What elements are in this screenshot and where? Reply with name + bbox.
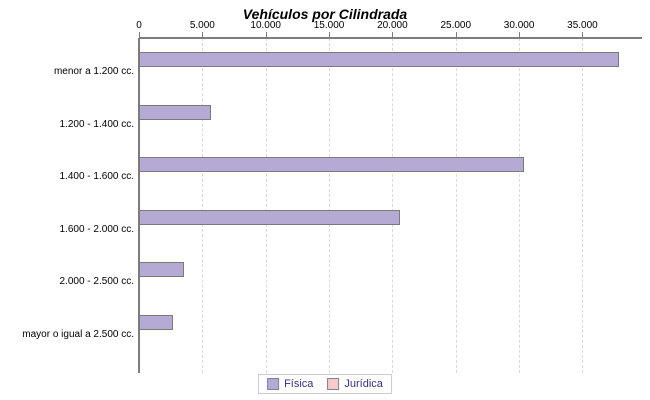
gridline — [392, 38, 394, 373]
bar-física — [139, 157, 525, 173]
x-axis-tick-label: 20.000 — [377, 20, 408, 31]
x-axis-tick-label: 25.000 — [440, 20, 472, 31]
category-label: 2.000 - 2.500 cc. — [59, 276, 135, 288]
x-axis-tick-label: 30.000 — [503, 20, 535, 31]
x-axis-tick — [202, 32, 204, 37]
category-label: mayor o igual a 2.500 cc. — [22, 329, 134, 340]
gridline — [265, 38, 267, 373]
juridica-swatch-icon — [327, 378, 340, 390]
x-axis-tick-label: 10.000 — [250, 20, 281, 31]
x-axis-tick — [329, 32, 331, 37]
legend: Física Jurídica — [258, 374, 392, 394]
x-axis-tick-label: 5.000 — [189, 20, 215, 31]
gridline — [519, 38, 521, 373]
category-label: 1.200 - 1.400 cc. — [59, 118, 135, 130]
bar-física — [139, 209, 400, 225]
fisica-swatch-icon — [267, 378, 280, 390]
x-axis-tick — [455, 32, 457, 37]
x-axis-tick — [392, 32, 394, 37]
x-axis-line — [139, 37, 642, 39]
x-axis-tick-label: 35.000 — [567, 20, 598, 31]
legend-item-fisica: Física — [267, 378, 313, 390]
category-label: menor a 1.200 cc. — [53, 66, 134, 77]
gridline — [582, 38, 584, 373]
gridline — [202, 38, 204, 373]
y-axis-line — [138, 38, 140, 373]
legend-label-fisica: Física — [284, 378, 314, 390]
legend-label-juridica: Jurídica — [344, 378, 383, 390]
gridline — [455, 38, 457, 373]
bar-física — [139, 315, 173, 330]
x-axis-tick-label: 15.000 — [313, 20, 345, 31]
chart-title: Vehículos por Cilindrada — [242, 6, 408, 22]
bar-física — [139, 104, 211, 120]
gridline — [329, 38, 331, 373]
x-axis-tick — [519, 32, 521, 37]
bar-física — [139, 262, 184, 278]
x-axis-tick-label: 0 — [136, 20, 142, 31]
x-axis-tick — [265, 32, 267, 37]
category-label: 1.600 - 2.000 cc. — [59, 223, 135, 235]
bar-física — [139, 52, 619, 67]
x-axis-tick — [139, 32, 140, 37]
x-axis-tick — [582, 32, 584, 37]
legend-item-juridica: Jurídica — [327, 378, 383, 390]
category-label: 1.400 - 1.600 cc. — [59, 171, 135, 183]
